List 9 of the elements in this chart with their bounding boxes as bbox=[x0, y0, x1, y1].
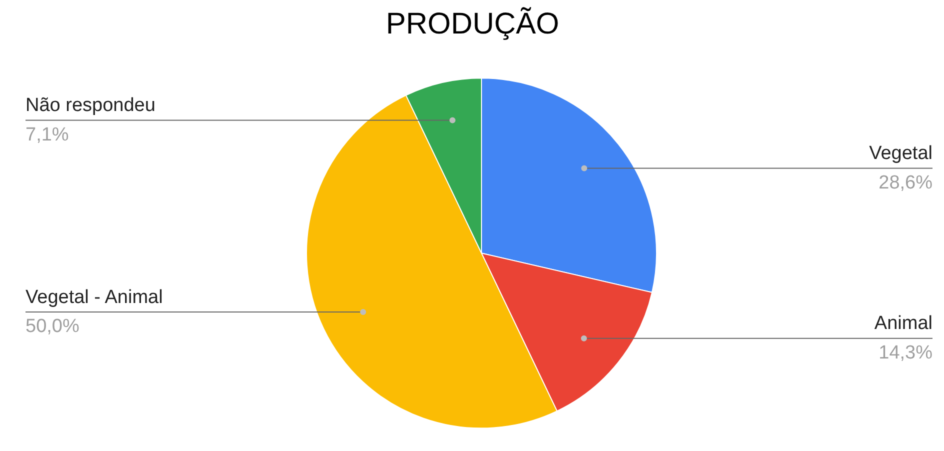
chart-title: PRODUÇÃO bbox=[386, 6, 560, 40]
slice-label: Não respondeu bbox=[26, 95, 156, 116]
data-label: 28,6% bbox=[878, 172, 933, 194]
slice-label: Vegetal bbox=[869, 143, 933, 164]
slice-label: Animal bbox=[874, 313, 932, 334]
data-label: 50,0% bbox=[26, 316, 80, 338]
slice-label: Vegetal - Animal bbox=[26, 286, 163, 308]
data-label: 14,3% bbox=[878, 342, 933, 364]
data-label: 7,1% bbox=[26, 124, 69, 146]
